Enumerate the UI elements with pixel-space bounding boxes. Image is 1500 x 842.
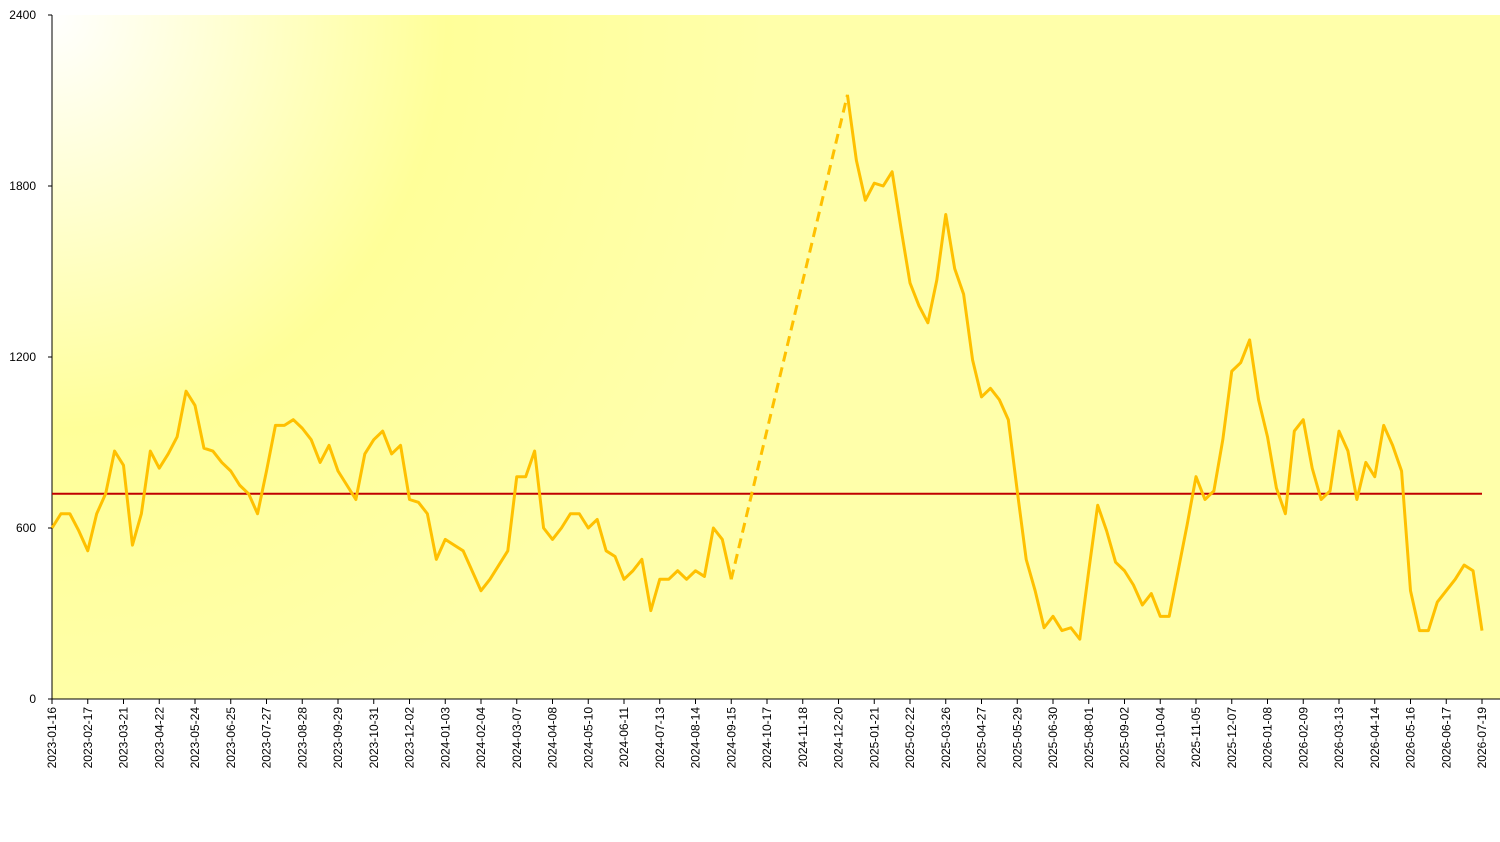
x-tick-label: 2025-09-02 (1118, 707, 1132, 769)
x-tick-label: 2026-05-16 (1404, 707, 1418, 769)
y-tick-label: 1800 (9, 179, 36, 193)
x-tick-label: 2026-04-14 (1368, 707, 1382, 769)
x-tick-label: 2026-01-08 (1261, 707, 1275, 769)
x-tick-label: 2023-12-02 (403, 707, 417, 769)
line (845, 94, 1484, 641)
x-tick-label: 2025-03-26 (939, 707, 953, 769)
x-tick-label: 2025-06-30 (1046, 707, 1060, 769)
x-tick-label: 2024-08-14 (689, 707, 703, 769)
x-tick-label: 2026-07-19 (1475, 707, 1489, 769)
x-tick-label: 2025-02-22 (903, 707, 917, 769)
x-tick-label: 2025-04-27 (975, 707, 989, 769)
x-tick-label: 2025-01-21 (867, 707, 881, 769)
x-tick-label: 2026-03-13 (1332, 707, 1346, 769)
x-tick-label: 2025-11-05 (1189, 707, 1203, 768)
x-tick-label: 2024-04-08 (546, 707, 560, 769)
x-tick-label: 2023-08-28 (295, 707, 309, 769)
y-tick-label: 600 (16, 521, 36, 535)
gap-line (729, 94, 849, 580)
x-tick-label: 2023-03-21 (117, 707, 131, 769)
y-tick-label: 0 (29, 692, 36, 706)
x-tick-label: 2023-02-17 (81, 707, 95, 769)
line (50, 389, 733, 613)
x-tick-label: 2024-11-18 (796, 707, 810, 768)
x-tick-label: 2024-07-13 (653, 707, 667, 769)
x-tick-label: 2026-06-17 (1439, 707, 1453, 769)
x-tick-label: 2025-12-07 (1225, 707, 1239, 769)
x-tick-label: 2024-05-10 (581, 707, 595, 769)
x-tick-label: 2024-01-03 (438, 707, 452, 769)
x-tick-label: 2024-03-07 (510, 707, 524, 769)
x-tick-label: 2023-05-24 (188, 707, 202, 769)
x-tick-label: 2024-12-20 (832, 707, 846, 769)
x-tick-label: 2026-02-09 (1296, 707, 1310, 769)
x-tick-label: 2023-06-25 (224, 707, 238, 769)
y-tick-label: 2400 (9, 8, 36, 22)
x-tick-label: 2023-09-29 (331, 707, 345, 769)
x-tick-label: 2023-10-31 (367, 707, 381, 769)
x-tick-label: 2023-04-22 (152, 707, 166, 769)
x-tick-label: 2024-02-04 (474, 707, 488, 769)
x-tick-label: 2024-10-17 (760, 707, 774, 769)
x-tick-label: 2025-10-04 (1153, 707, 1167, 769)
x-tick-label: 2024-06-11 (617, 707, 631, 768)
x-tick-label: 2025-08-01 (1082, 707, 1096, 769)
y-tick-label: 1200 (9, 350, 36, 364)
x-tick-label: 2025-05-29 (1010, 707, 1024, 769)
x-tick-label: 2024-09-15 (724, 707, 738, 769)
x-tick-label: 2023-07-27 (260, 707, 274, 769)
x-tick-label: 2023-01-16 (45, 707, 59, 769)
plot-area (52, 15, 1500, 699)
